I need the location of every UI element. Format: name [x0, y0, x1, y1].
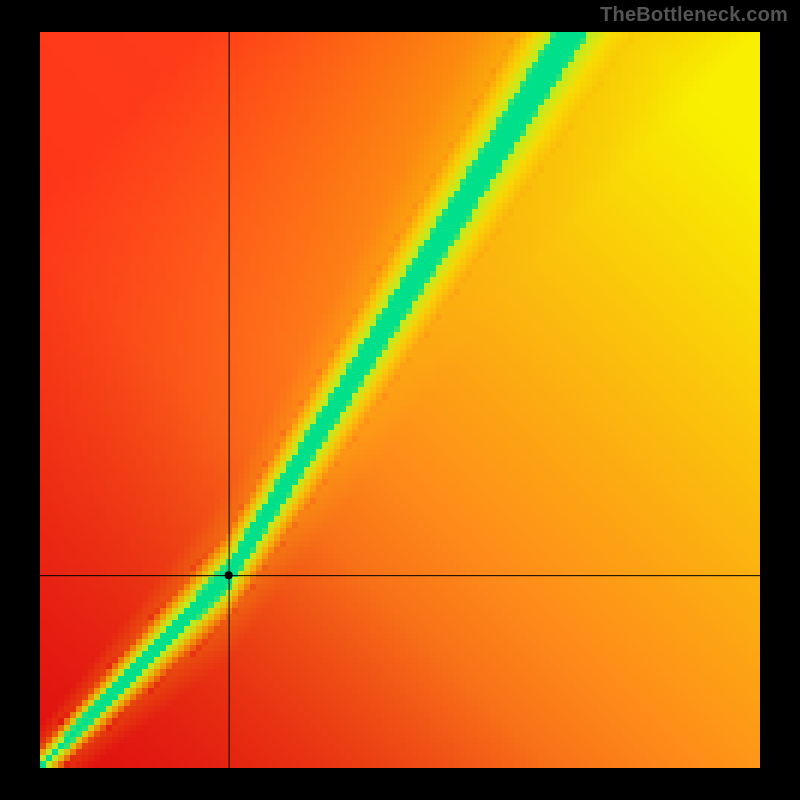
watermark-text: TheBottleneck.com	[600, 4, 788, 27]
bottleneck-heatmap	[40, 32, 760, 768]
